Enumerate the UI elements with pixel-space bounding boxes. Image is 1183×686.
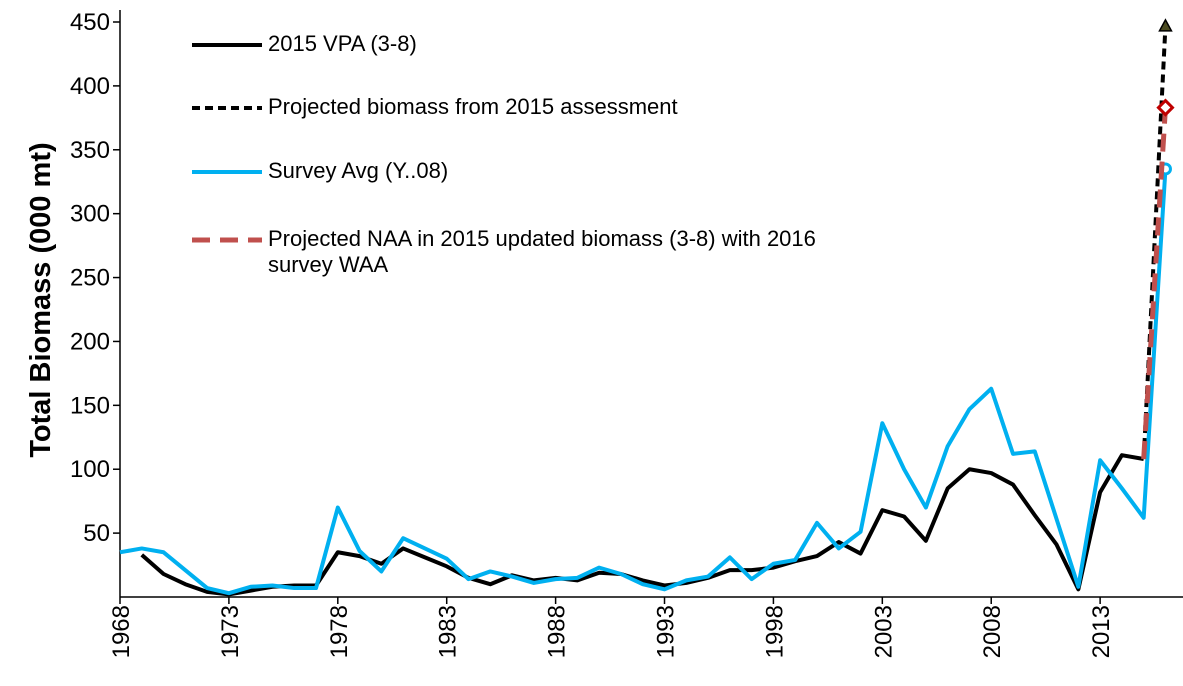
series-line (1141, 107, 1168, 460)
y-tick-label: 50 (83, 520, 110, 547)
legend-label: Projected NAA in 2015 updated biomass (3… (268, 226, 816, 277)
y-axis-title: Total Biomass (000 mt) (25, 142, 57, 457)
marker (1158, 18, 1173, 32)
y-tick-label: 250 (70, 265, 110, 292)
x-tick-label: 1968 (108, 605, 135, 658)
y-tick-label: 200 (70, 328, 110, 355)
x-tick-label: 2013 (1088, 605, 1115, 658)
y-tick-label: 350 (70, 137, 110, 164)
x-tick-label: 2008 (979, 605, 1006, 658)
y-tick-label: 300 (70, 201, 110, 228)
y-tick-label: 100 (70, 456, 110, 483)
y-tick-label: 450 (70, 9, 110, 36)
y-tick-label: 400 (70, 73, 110, 100)
series-line (119, 168, 1168, 596)
x-tick-label: 1973 (217, 605, 244, 658)
x-tick-label: 1978 (326, 605, 353, 658)
legend-label: Survey Avg (Y..08) (268, 158, 449, 183)
x-tick-label: 1998 (761, 605, 788, 658)
marker (1156, 98, 1175, 117)
legend-label: 2015 VPA (3-8) (268, 31, 417, 56)
x-tick-label: 1983 (435, 605, 462, 658)
legend-label: Projected biomass from 2015 assessment (268, 94, 678, 119)
y-tick-label: 150 (70, 392, 110, 419)
x-tick-label: 1993 (653, 605, 680, 658)
x-tick-label: 2003 (870, 605, 897, 658)
x-tick-label: 1988 (544, 605, 571, 658)
series-line (140, 453, 1145, 597)
